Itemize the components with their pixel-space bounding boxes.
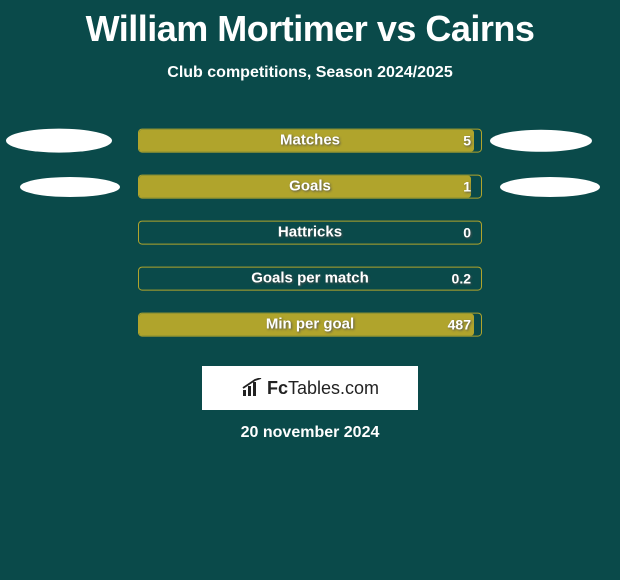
stat-value: 0 <box>463 222 471 244</box>
stat-bar: Goals per match0.2 <box>138 267 482 291</box>
stat-row: Min per goal487 <box>0 304 620 350</box>
date-label: 20 november 2024 <box>0 424 620 442</box>
stat-value: 5 <box>463 130 471 152</box>
stat-bar: Goals1 <box>138 175 482 199</box>
stat-row: Matches5 <box>0 120 620 166</box>
page-title: William Mortimer vs Cairns <box>0 0 620 50</box>
stat-row: Goals per match0.2 <box>0 258 620 304</box>
bar-chart-icon <box>241 378 263 398</box>
stat-label: Matches <box>139 130 481 152</box>
stat-label: Hattricks <box>139 222 481 244</box>
player-left-marker <box>20 177 120 197</box>
stat-row: Hattricks0 <box>0 212 620 258</box>
stat-value: 0.2 <box>452 268 471 290</box>
stat-label: Goals <box>139 176 481 198</box>
stat-bar: Matches5 <box>138 129 482 153</box>
comparison-chart: Matches5Goals1Hattricks0Goals per match0… <box>0 120 620 350</box>
stat-bar: Hattricks0 <box>138 221 482 245</box>
subtitle: Club competitions, Season 2024/2025 <box>0 64 620 82</box>
player-right-marker <box>490 130 592 152</box>
stat-label: Min per goal <box>139 314 481 336</box>
player-left-marker <box>6 129 112 153</box>
stat-label: Goals per match <box>139 268 481 290</box>
logo-text: FcTables.com <box>267 378 379 399</box>
stat-bar: Min per goal487 <box>138 313 482 337</box>
stat-value: 487 <box>448 314 471 336</box>
player-right-marker <box>500 177 600 197</box>
stat-row: Goals1 <box>0 166 620 212</box>
stat-value: 1 <box>463 176 471 198</box>
logo-box: FcTables.com <box>202 366 418 410</box>
